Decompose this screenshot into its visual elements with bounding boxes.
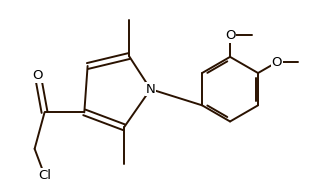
Text: O: O — [272, 56, 282, 69]
Text: O: O — [225, 29, 235, 42]
Text: O: O — [33, 69, 43, 83]
Text: Cl: Cl — [38, 169, 51, 182]
Text: N: N — [146, 83, 155, 96]
